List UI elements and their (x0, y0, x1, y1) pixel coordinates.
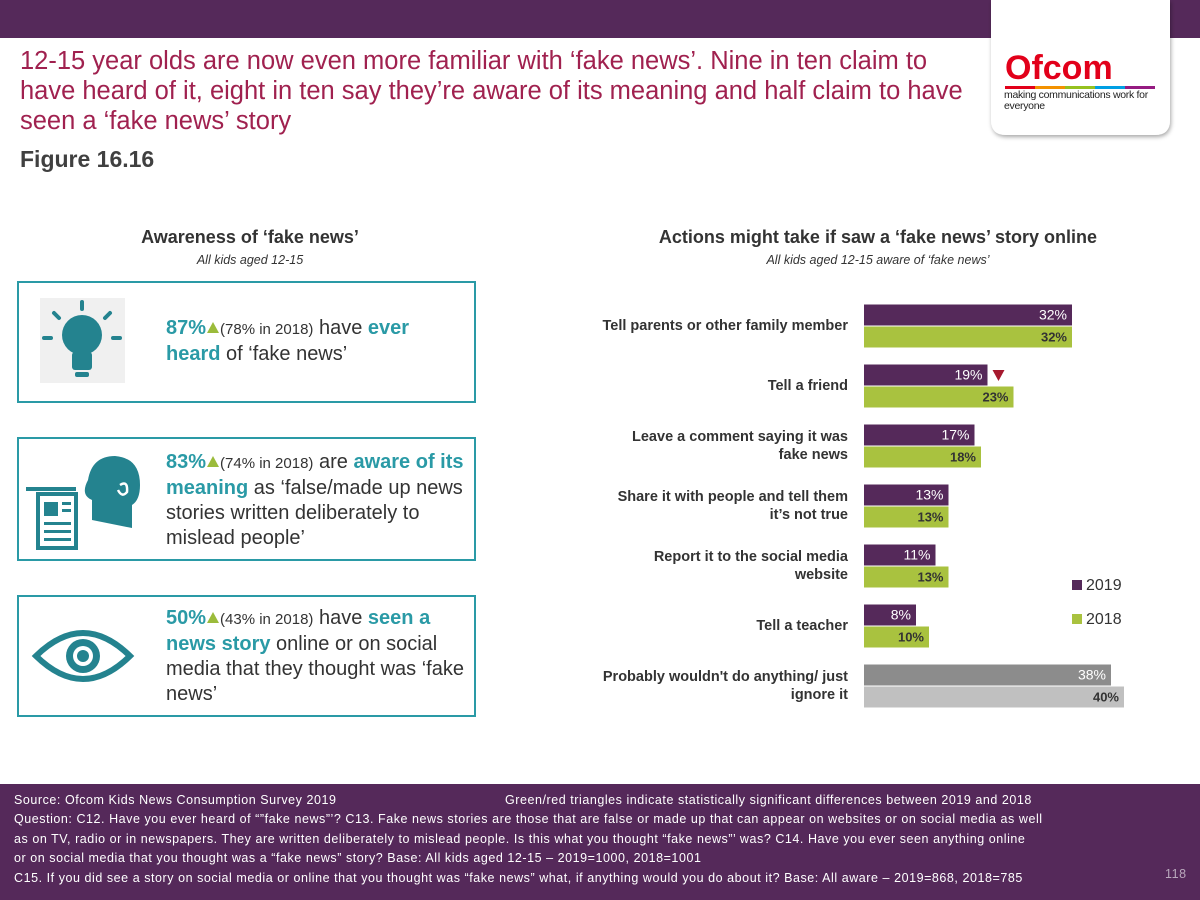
legend-label: 2018 (1086, 611, 1122, 628)
question-line: as on TV, radio or in newspapers. They a… (14, 831, 1026, 846)
significance-marker (992, 370, 1005, 381)
significance-triangle (207, 612, 220, 623)
bar (864, 506, 949, 528)
slide-title: 12-15 year olds are now even more famili… (20, 47, 963, 135)
emphasis: seen a news story (166, 607, 431, 655)
logo-box (991, 0, 1170, 135)
bar (864, 386, 1014, 408)
value-label: 32% (1041, 329, 1067, 344)
eye-icon (31, 630, 135, 682)
value-label: 13% (915, 487, 943, 503)
panel-title: Awareness of ‘fake news’ (141, 227, 359, 247)
panel-subtitle: All kids aged 12-15 (196, 253, 304, 267)
category-label: Tell a friend (767, 378, 848, 394)
reader-icon (26, 456, 140, 550)
bar (864, 566, 949, 588)
legend-label: 2019 (1086, 577, 1122, 594)
significance-marker (207, 322, 220, 333)
stat: 87% (166, 317, 207, 339)
text: as ‘false/made up news stories written d… (166, 477, 463, 549)
significance-triangle (207, 456, 220, 467)
question-line: C15. If you did see a story on social me… (14, 870, 1023, 885)
logo: Ofcom (1005, 49, 1113, 87)
bar (864, 484, 949, 506)
bar (864, 424, 975, 446)
question-line: or on social media that you thought was … (14, 851, 702, 865)
bar (864, 686, 1124, 708)
text: have (313, 607, 368, 629)
significance-marker (207, 612, 220, 623)
legend-swatch (1072, 580, 1082, 590)
significance-marker (207, 456, 220, 467)
text: online or on social media that they thou… (166, 633, 464, 705)
bar (864, 626, 929, 648)
category-label: Tell parents or other family member (602, 318, 849, 334)
panel-box (17, 281, 476, 403)
stat: 50% (166, 607, 207, 629)
category-label: Probably wouldn't do anything/ just igno… (602, 669, 848, 703)
logo-stripe (1005, 86, 1155, 89)
figure-label: Figure 16.16 (20, 146, 155, 172)
text: have (313, 317, 368, 339)
value-label: 38% (1078, 667, 1106, 683)
significance-triangle (207, 322, 220, 333)
stat: 83% (166, 451, 207, 473)
value-label: 32% (1039, 307, 1067, 323)
bar (864, 664, 1111, 686)
question-line: Question: C12. Have you ever heard of “”… (14, 812, 1043, 826)
chart-subtitle: All kids aged 12-15 aware of ‘fake news’ (766, 253, 990, 267)
category-label: Tell a teacher (756, 618, 848, 634)
value-label: 11% (904, 547, 931, 563)
emphasis: aware of its meaning (166, 451, 464, 499)
logo-tagline: making communications work for everyone (1004, 90, 1148, 112)
value-label: 23% (982, 389, 1008, 404)
panel-box (17, 595, 476, 717)
source: Source: Ofcom Kids News Consumption Surv… (14, 793, 337, 807)
value-label: 13% (917, 509, 943, 524)
text: of ‘fake news’ (220, 343, 348, 365)
value-label: 13% (917, 569, 943, 584)
value-label: 40% (1093, 689, 1119, 704)
bar (864, 544, 936, 566)
awareness-text: 83% (74% in 2018) are aware of its meanin… (166, 450, 466, 551)
emphasis: ever heard (166, 317, 410, 365)
value-label: 10% (898, 629, 924, 644)
chart-title: Actions might take if saw a ‘fake news’ … (658, 227, 1098, 247)
text: are (313, 451, 354, 473)
note: Green/red triangles indicate statistical… (505, 793, 1032, 807)
value-label: 8% (891, 607, 911, 623)
prior-year: (78% in 2018) (220, 321, 314, 338)
prior-year: (43% in 2018) (220, 611, 314, 628)
logo-tagline-box: making communications work for everyone (1004, 90, 1148, 112)
legend-swatch (1072, 614, 1082, 624)
bar (864, 304, 1072, 326)
bar (864, 364, 988, 386)
prior-year: (74% in 2018) (220, 455, 314, 472)
awareness-text: 50% (43% in 2018) have seen a news story … (166, 606, 466, 707)
footer-band (0, 784, 1200, 900)
value-label: 17% (941, 427, 969, 443)
lightbulb-icon (40, 298, 125, 383)
category-label: Report it to the social media website (653, 549, 848, 583)
bar (864, 604, 916, 626)
value-label: 18% (950, 449, 976, 464)
awareness-text: 87% (78% in 2018) have ever heard of ‘fak… (166, 316, 466, 367)
panel-box (17, 437, 476, 561)
page-number: 118 (1165, 867, 1187, 881)
bar (864, 446, 981, 468)
category-label: Leave a comment saying it was fake news (632, 429, 848, 463)
bar (864, 326, 1072, 348)
value-label: 19% (954, 367, 982, 383)
category-label: Share it with people and tell them it’s … (617, 489, 848, 523)
